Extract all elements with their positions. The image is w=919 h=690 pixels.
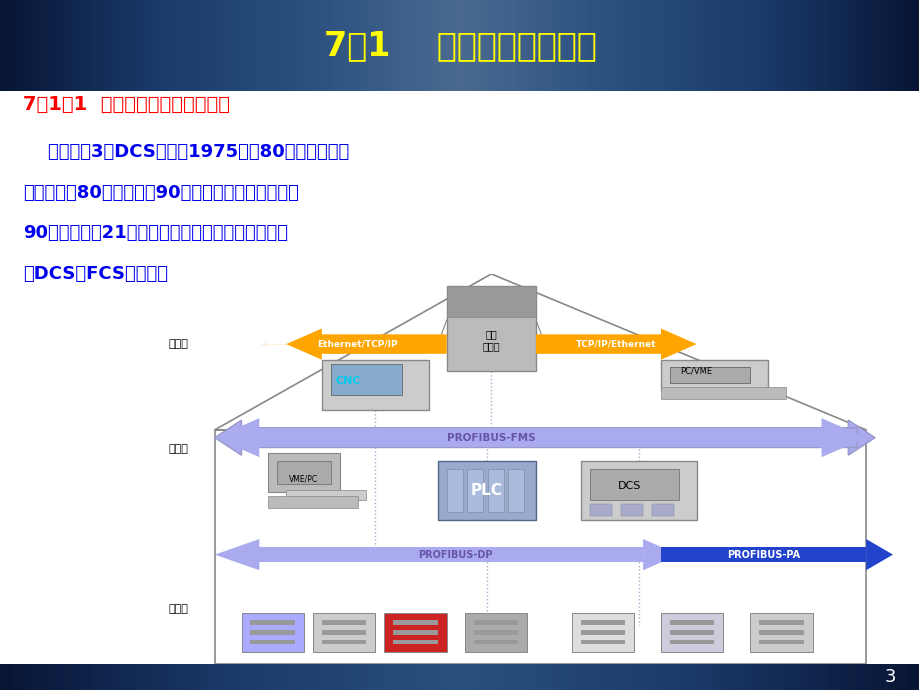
Bar: [277, 461, 331, 484]
Bar: [669, 640, 714, 644]
FancyBboxPatch shape: [437, 461, 536, 520]
Text: 3: 3: [884, 668, 895, 686]
FancyBboxPatch shape: [322, 359, 428, 411]
Bar: [652, 504, 674, 515]
Bar: [669, 620, 714, 625]
FancyBboxPatch shape: [268, 453, 339, 492]
Text: PLC: PLC: [471, 483, 503, 497]
Bar: [322, 620, 366, 625]
FancyBboxPatch shape: [571, 613, 633, 652]
Text: PROFIBUS-PA: PROFIBUS-PA: [726, 550, 800, 560]
Polygon shape: [821, 418, 866, 457]
FancyBboxPatch shape: [749, 613, 811, 652]
Bar: [392, 640, 437, 644]
Polygon shape: [866, 539, 892, 570]
Bar: [473, 620, 517, 625]
Text: 7．1．1  集散控制系统的发展历程: 7．1．1 集散控制系统的发展历程: [23, 95, 230, 114]
Text: PROFIBUS-DP: PROFIBUS-DP: [418, 550, 493, 560]
Text: 为DCS与FCS的集成。: 为DCS与FCS的集成。: [23, 265, 167, 283]
Text: 区域
控制器: 区域 控制器: [482, 329, 500, 351]
Bar: [758, 630, 803, 635]
Bar: [259, 428, 821, 447]
Bar: [580, 630, 625, 635]
FancyArrow shape: [214, 420, 857, 455]
Bar: [331, 364, 402, 395]
FancyBboxPatch shape: [312, 613, 375, 652]
Bar: [473, 630, 517, 635]
Bar: [589, 469, 678, 500]
FancyArrow shape: [536, 328, 696, 359]
Bar: [669, 630, 714, 635]
FancyBboxPatch shape: [464, 613, 527, 652]
FancyBboxPatch shape: [447, 286, 536, 371]
Bar: [286, 491, 366, 500]
Bar: [214, 430, 866, 664]
Bar: [250, 630, 295, 635]
Bar: [580, 640, 625, 644]
Bar: [250, 620, 295, 625]
Bar: [669, 368, 749, 383]
Text: Ethernet/TCP/IP: Ethernet/TCP/IP: [317, 339, 397, 348]
Text: 车间级: 车间级: [168, 444, 187, 454]
Bar: [467, 469, 482, 512]
Text: PROFIBUS-FMS: PROFIBUS-FMS: [447, 433, 535, 443]
Text: 一代产品，80年代中期至90年代前期为第二代产品，: 一代产品，80年代中期至90年代前期为第二代产品，: [23, 184, 299, 201]
Text: PC/VME: PC/VME: [680, 367, 712, 376]
Bar: [322, 630, 366, 635]
Text: 共出现了3代DCS产品。1975年至80年代前期为第: 共出现了3代DCS产品。1975年至80年代前期为第: [23, 143, 348, 161]
FancyBboxPatch shape: [660, 613, 722, 652]
Bar: [487, 469, 504, 512]
Text: TCP/IP/Ethernet: TCP/IP/Ethernet: [575, 339, 656, 348]
Bar: [508, 469, 524, 512]
Bar: [758, 640, 803, 644]
Bar: [580, 620, 625, 625]
Bar: [620, 504, 642, 515]
Text: 现场级: 现场级: [168, 604, 187, 614]
FancyBboxPatch shape: [580, 461, 696, 520]
Bar: [660, 546, 866, 562]
Bar: [392, 630, 437, 635]
Bar: [589, 504, 611, 515]
FancyArrow shape: [286, 328, 447, 359]
Text: DCS: DCS: [618, 482, 641, 491]
Bar: [322, 640, 366, 644]
Polygon shape: [642, 539, 678, 570]
Bar: [473, 640, 517, 644]
Bar: [250, 640, 295, 644]
Text: CNC: CNC: [335, 376, 361, 386]
FancyBboxPatch shape: [384, 613, 447, 652]
Bar: [447, 469, 462, 512]
FancyArrow shape: [233, 420, 874, 455]
FancyBboxPatch shape: [242, 613, 303, 652]
Text: VME/PC: VME/PC: [289, 474, 318, 483]
Text: 7．1    集散控制系统简介: 7．1 集散控制系统简介: [323, 29, 596, 62]
Bar: [259, 546, 642, 562]
Polygon shape: [214, 418, 259, 457]
Bar: [660, 387, 785, 399]
FancyBboxPatch shape: [660, 359, 767, 391]
Text: 工厂级: 工厂级: [168, 339, 187, 349]
Bar: [392, 620, 437, 625]
Bar: [447, 286, 536, 317]
Bar: [758, 620, 803, 625]
Bar: [268, 496, 357, 508]
Text: 90年代中期至21世纪初为第三代产品。目前发展成: 90年代中期至21世纪初为第三代产品。目前发展成: [23, 224, 288, 242]
Polygon shape: [214, 539, 259, 570]
